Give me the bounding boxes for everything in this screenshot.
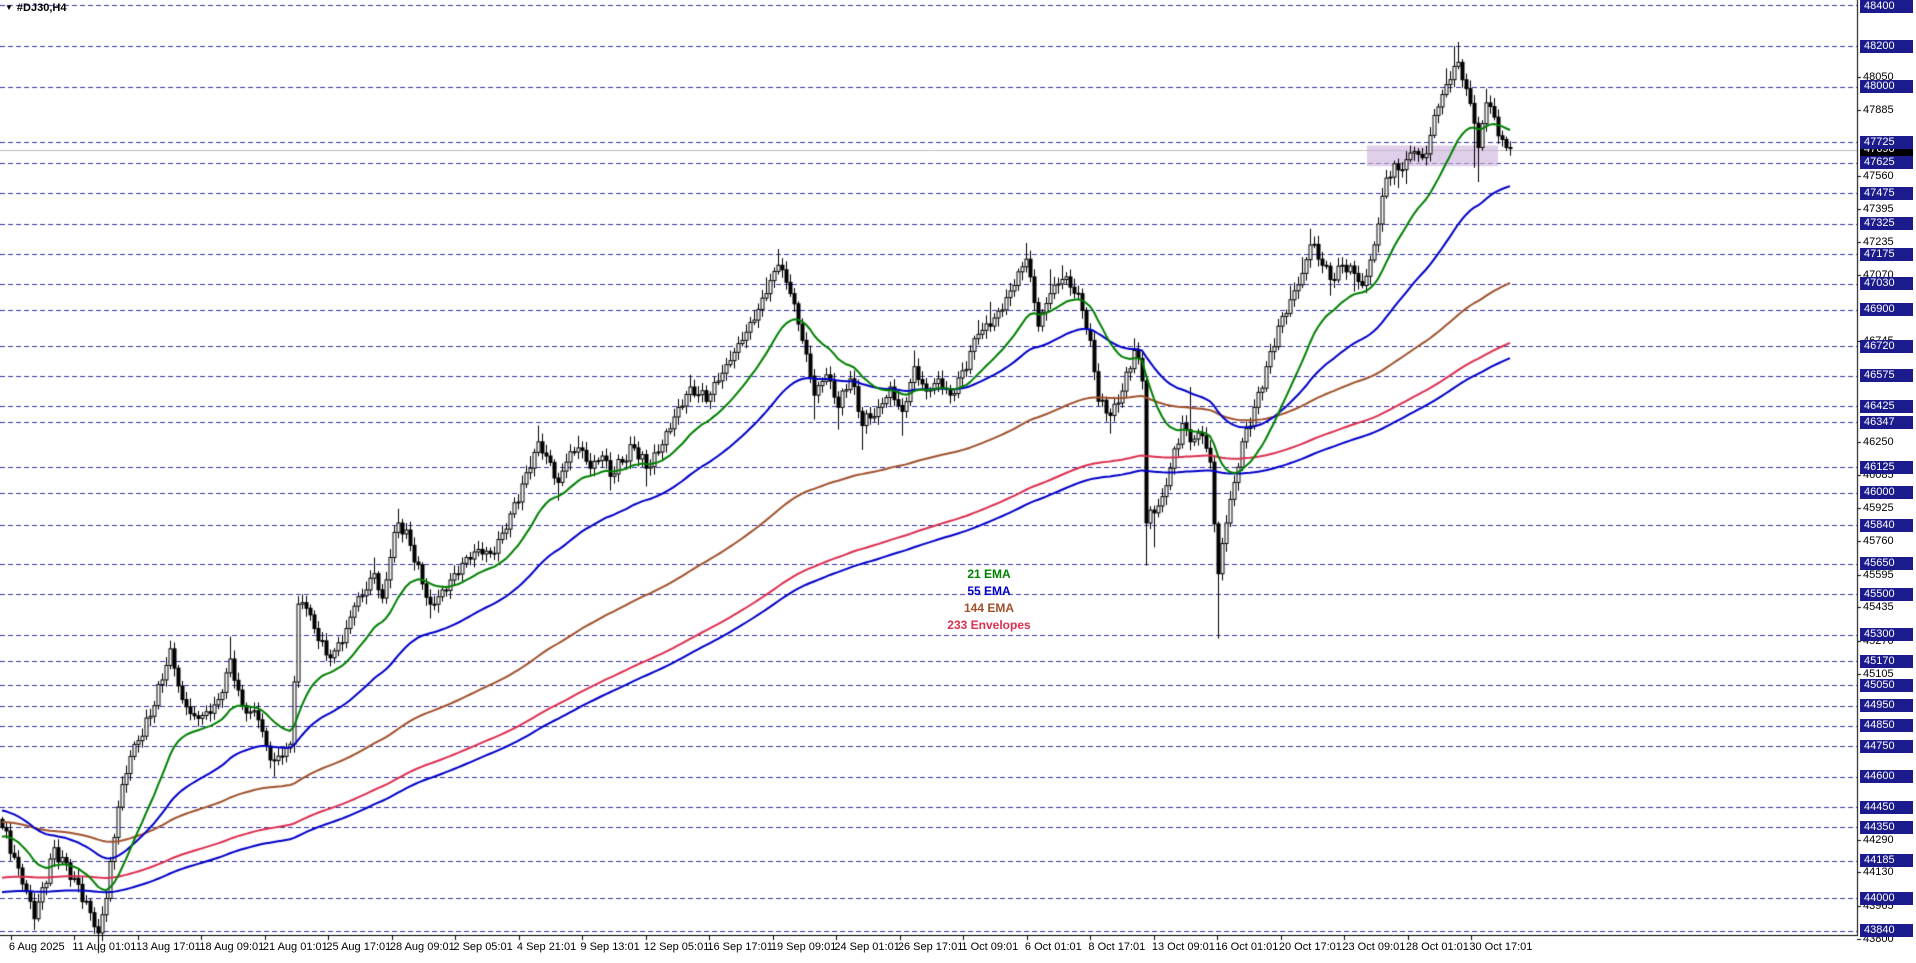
time-axis-label: 16 Oct 01:01: [1215, 941, 1279, 953]
time-axis-label: 1 Oct 09:01: [961, 941, 1019, 953]
price-tick-label: 45435: [1863, 601, 1894, 614]
price-level-badge: 47175: [1860, 247, 1913, 261]
price-level-badge: 46347: [1860, 415, 1913, 429]
legend-ema144: 144 EMA: [963, 601, 1015, 615]
price-level-badge: 46575: [1860, 369, 1913, 383]
time-axis-label: 13 Aug 17:01: [135, 941, 201, 953]
time-axis-label: 2 Sep 05:01: [453, 941, 513, 953]
price-level-badge: 45050: [1860, 678, 1913, 692]
price-tick-label: 45925: [1863, 501, 1894, 514]
time-axis-label: 23 Oct 09:01: [1342, 941, 1406, 953]
price-tick-label: 46250: [1863, 435, 1894, 448]
price-level-badge: 45500: [1860, 587, 1913, 601]
price-level-badge: 47030: [1860, 277, 1913, 291]
price-level-badge: 44600: [1860, 770, 1913, 784]
price-level-badge: 48400: [1860, 0, 1913, 13]
legend-ema55: 55 EMA: [967, 584, 1011, 598]
time-axis-label: 30 Oct 17:01: [1469, 941, 1533, 953]
price-level-badge: 46425: [1860, 399, 1913, 413]
price-level-badge: 46720: [1860, 339, 1913, 353]
price-level-badge: 44000: [1860, 891, 1913, 905]
time-axis-label: 4 Sep 21:01: [516, 941, 577, 953]
price-level-badge: 43840: [1860, 924, 1913, 938]
price-level-badge: 44450: [1860, 800, 1913, 814]
price-level-badge: 48000: [1860, 80, 1913, 94]
price-level-badge: 44185: [1860, 854, 1913, 868]
price-level-badge: 47725: [1860, 135, 1913, 149]
price-level-badge: 44350: [1860, 820, 1913, 834]
price-tick-label: 45760: [1863, 535, 1894, 548]
price-level-badge: 45170: [1860, 654, 1913, 668]
indicator-legend: 21 EMA 55 EMA 144 EMA 233 Envelopes: [884, 566, 1094, 634]
price-tick-label: 47235: [1863, 235, 1894, 248]
time-axis-label: 28 Oct 01:01: [1405, 941, 1469, 953]
price-tick-label: 47885: [1863, 104, 1894, 116]
time-axis-label: 19 Sep 09:01: [770, 941, 837, 953]
price-tick-label: 45105: [1863, 668, 1894, 681]
time-axis-label: 8 Oct 17:01: [1088, 941, 1146, 953]
price-axis[interactable]: 4805047885475604739547235470704674546250…: [1857, 0, 1916, 963]
price-tick-label: 44130: [1863, 866, 1894, 879]
time-axis-label: 6 Oct 01:01: [1024, 941, 1082, 953]
time-axis-label: 6 Aug 2025: [8, 941, 65, 953]
price-level-badge: 46900: [1860, 303, 1913, 317]
price-level-badge: 45650: [1860, 557, 1913, 571]
price-tick-label: 48050: [1863, 70, 1894, 83]
time-axis-label: 24 Sep 01:01: [834, 941, 900, 953]
price-level-badge: 47475: [1860, 186, 1913, 200]
time-axis[interactable]: 6 Aug 2025 11 Aug 01:01 13 Aug 17:01 18 Aug…: [0, 936, 1857, 963]
time-axis-label: 13 Oct 09:01: [1151, 941, 1215, 953]
chart-dropdown-icon: ▼: [5, 3, 13, 12]
price-level-badge: 44750: [1860, 739, 1913, 753]
time-axis-label: 26 Sep 17:01: [897, 941, 964, 953]
price-tick-label: 47395: [1863, 203, 1894, 216]
price-level-badge: 46000: [1860, 486, 1913, 500]
symbol-label[interactable]: ▼ #DJ30,H4: [5, 2, 66, 14]
price-tick-label: 47560: [1863, 169, 1894, 182]
time-axis-label: 9 Sep 13:01: [580, 941, 640, 953]
price-level-badge: 48200: [1860, 39, 1913, 53]
price-level-badge: 45300: [1860, 628, 1913, 642]
price-level-badge: 47325: [1860, 217, 1913, 231]
price-level-badge: 44850: [1860, 719, 1913, 733]
legend-env233: 233 Envelopes: [947, 618, 1031, 632]
time-axis-label: 28 Aug 09:01: [389, 941, 455, 953]
time-axis-label: 25 Aug 17:01: [326, 941, 392, 953]
legend-ema21: 21 EMA: [967, 567, 1011, 581]
time-axis-label: 16 Sep 17:01: [707, 941, 773, 953]
price-level-badge: 45840: [1860, 518, 1913, 532]
price-level-badge: 44950: [1860, 699, 1913, 713]
time-axis-label: 20 Oct 17:01: [1278, 941, 1342, 953]
price-tick-label: 45595: [1863, 568, 1894, 581]
time-axis-label: 11 Aug 01:01: [72, 941, 137, 953]
price-level-badge: 46125: [1860, 460, 1913, 474]
symbol-timeframe-text: #DJ30,H4: [16, 2, 67, 14]
time-axis-label: 12 Sep 05:01: [643, 941, 710, 953]
time-axis-label: 18 Aug 09:01: [199, 941, 265, 953]
price-tick-label: 44290: [1863, 833, 1894, 846]
time-axis-label: 21 Aug 01:01: [262, 941, 328, 953]
price-level-badge: 47625: [1860, 156, 1913, 170]
